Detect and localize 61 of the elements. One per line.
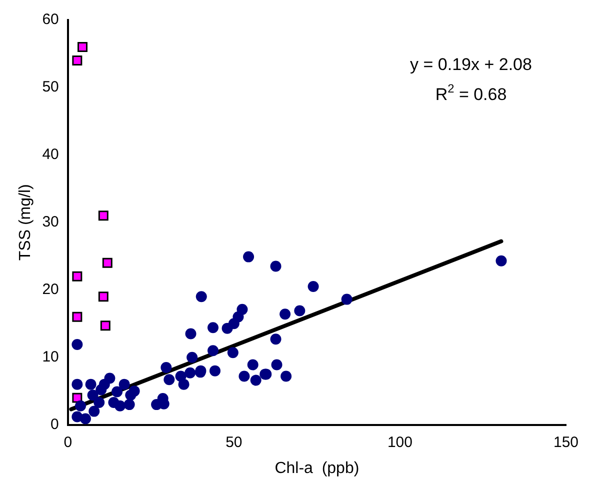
- y-axis-title: TSS (mg/l): [17, 184, 34, 261]
- point: [87, 390, 98, 401]
- point: [208, 345, 218, 356]
- point: [102, 258, 112, 268]
- point: [160, 362, 172, 373]
- point: [208, 322, 218, 334]
- point: [270, 334, 282, 345]
- point: [164, 374, 175, 386]
- point: [238, 370, 250, 382]
- point: [270, 260, 282, 272]
- point: [209, 365, 220, 376]
- point: [185, 328, 196, 340]
- point: [114, 400, 126, 412]
- point: [308, 280, 319, 292]
- point: [80, 413, 91, 424]
- x-tick-label: 50: [226, 434, 242, 451]
- point: [243, 251, 254, 262]
- point: [222, 322, 233, 334]
- x-axis-title: Chl-a (ppb): [274, 460, 360, 477]
- annotation: y = 0.19x + 2.08: [410, 55, 532, 74]
- point: [72, 339, 83, 350]
- point: [94, 397, 105, 408]
- y-tick-label: 50: [42, 78, 59, 96]
- point: [72, 271, 82, 282]
- point: [75, 400, 86, 412]
- y-tick-label: 20: [42, 281, 59, 298]
- point: [178, 378, 190, 390]
- point: [96, 384, 107, 396]
- y-tick-label: 10: [42, 348, 59, 366]
- x-tick-label: 100: [387, 434, 412, 451]
- point: [341, 294, 352, 305]
- y-tick-label: 60: [42, 11, 59, 28]
- point: [280, 308, 291, 320]
- point: [294, 305, 306, 316]
- point: [72, 55, 82, 66]
- point: [247, 359, 258, 370]
- point: [85, 378, 96, 390]
- point: [227, 347, 238, 358]
- point: [125, 390, 136, 401]
- point: [196, 291, 207, 302]
- point: [186, 352, 198, 363]
- x-tick-label: 150: [553, 434, 579, 451]
- x-tick-label: 0: [64, 434, 72, 451]
- y-tick-label: 0: [50, 416, 59, 433]
- point: [100, 320, 110, 331]
- point: [98, 210, 108, 221]
- point: [98, 292, 108, 302]
- point: [78, 42, 88, 52]
- point: [72, 392, 82, 403]
- point: [250, 374, 262, 386]
- point: [280, 370, 292, 382]
- point: [496, 255, 507, 266]
- y-tick-label: 30: [42, 214, 59, 231]
- y-tick-label: 40: [42, 146, 59, 164]
- point: [118, 378, 130, 390]
- point: [184, 367, 196, 378]
- point: [112, 386, 123, 398]
- point: [72, 312, 82, 322]
- point: [88, 406, 100, 417]
- point: [271, 359, 282, 370]
- point: [72, 378, 83, 390]
